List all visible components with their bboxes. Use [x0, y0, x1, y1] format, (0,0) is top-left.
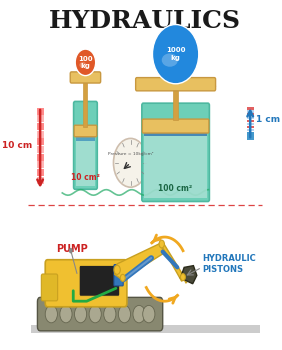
- Bar: [37, 169, 43, 176]
- Bar: [83, 81, 87, 127]
- Bar: [247, 129, 254, 131]
- FancyBboxPatch shape: [41, 274, 58, 301]
- Polygon shape: [180, 266, 197, 284]
- FancyBboxPatch shape: [79, 265, 120, 296]
- Circle shape: [69, 248, 73, 253]
- Polygon shape: [161, 242, 184, 281]
- FancyBboxPatch shape: [74, 125, 97, 137]
- Bar: [37, 123, 43, 130]
- Circle shape: [159, 240, 164, 248]
- Text: 10 cm: 10 cm: [2, 141, 32, 150]
- FancyBboxPatch shape: [114, 265, 123, 286]
- Polygon shape: [115, 243, 164, 280]
- Ellipse shape: [71, 77, 100, 81]
- Ellipse shape: [153, 25, 199, 84]
- Bar: [31, 325, 260, 332]
- Circle shape: [118, 306, 131, 323]
- Bar: [247, 120, 254, 122]
- Bar: [247, 126, 254, 128]
- Ellipse shape: [79, 62, 87, 68]
- Circle shape: [89, 306, 101, 323]
- FancyBboxPatch shape: [74, 102, 97, 189]
- Circle shape: [180, 274, 185, 281]
- Bar: [247, 117, 254, 119]
- Text: 100
kg: 100 kg: [78, 56, 93, 69]
- Bar: [37, 154, 43, 161]
- Bar: [144, 132, 207, 198]
- Bar: [37, 138, 43, 145]
- FancyBboxPatch shape: [38, 298, 163, 331]
- Circle shape: [120, 274, 125, 281]
- Bar: [247, 113, 254, 116]
- Circle shape: [60, 306, 72, 323]
- Circle shape: [74, 306, 87, 323]
- Text: HYDRAULICS: HYDRAULICS: [49, 9, 241, 33]
- Text: HYDRAULIC
PISTONS: HYDRAULIC PISTONS: [202, 254, 256, 274]
- FancyBboxPatch shape: [142, 103, 209, 202]
- Text: PUMP: PUMP: [56, 244, 88, 254]
- Text: 10 cm²: 10 cm²: [71, 173, 100, 182]
- Bar: [37, 146, 43, 153]
- Ellipse shape: [162, 54, 178, 67]
- Bar: [247, 107, 254, 110]
- Bar: [76, 136, 95, 141]
- Text: 1 cm: 1 cm: [256, 115, 280, 124]
- Bar: [144, 131, 207, 136]
- Bar: [37, 177, 43, 184]
- Circle shape: [133, 306, 145, 323]
- Ellipse shape: [135, 83, 216, 89]
- Circle shape: [143, 306, 155, 323]
- Text: 100 cm²: 100 cm²: [158, 184, 193, 192]
- FancyBboxPatch shape: [45, 260, 127, 307]
- Bar: [247, 111, 254, 113]
- Bar: [37, 108, 43, 115]
- Text: 1000
kg: 1000 kg: [166, 47, 185, 61]
- Circle shape: [114, 265, 120, 274]
- Bar: [37, 115, 43, 122]
- Circle shape: [113, 138, 147, 187]
- Circle shape: [104, 306, 116, 323]
- FancyBboxPatch shape: [142, 119, 209, 133]
- FancyBboxPatch shape: [136, 78, 216, 91]
- Bar: [37, 131, 43, 138]
- Bar: [173, 89, 178, 120]
- Text: Pressure = 10kg/cm²: Pressure = 10kg/cm²: [108, 152, 153, 156]
- Ellipse shape: [75, 49, 96, 76]
- Bar: [247, 122, 254, 125]
- Bar: [76, 137, 95, 186]
- Circle shape: [45, 306, 58, 323]
- Bar: [247, 132, 254, 140]
- FancyBboxPatch shape: [70, 72, 101, 83]
- Bar: [37, 161, 43, 168]
